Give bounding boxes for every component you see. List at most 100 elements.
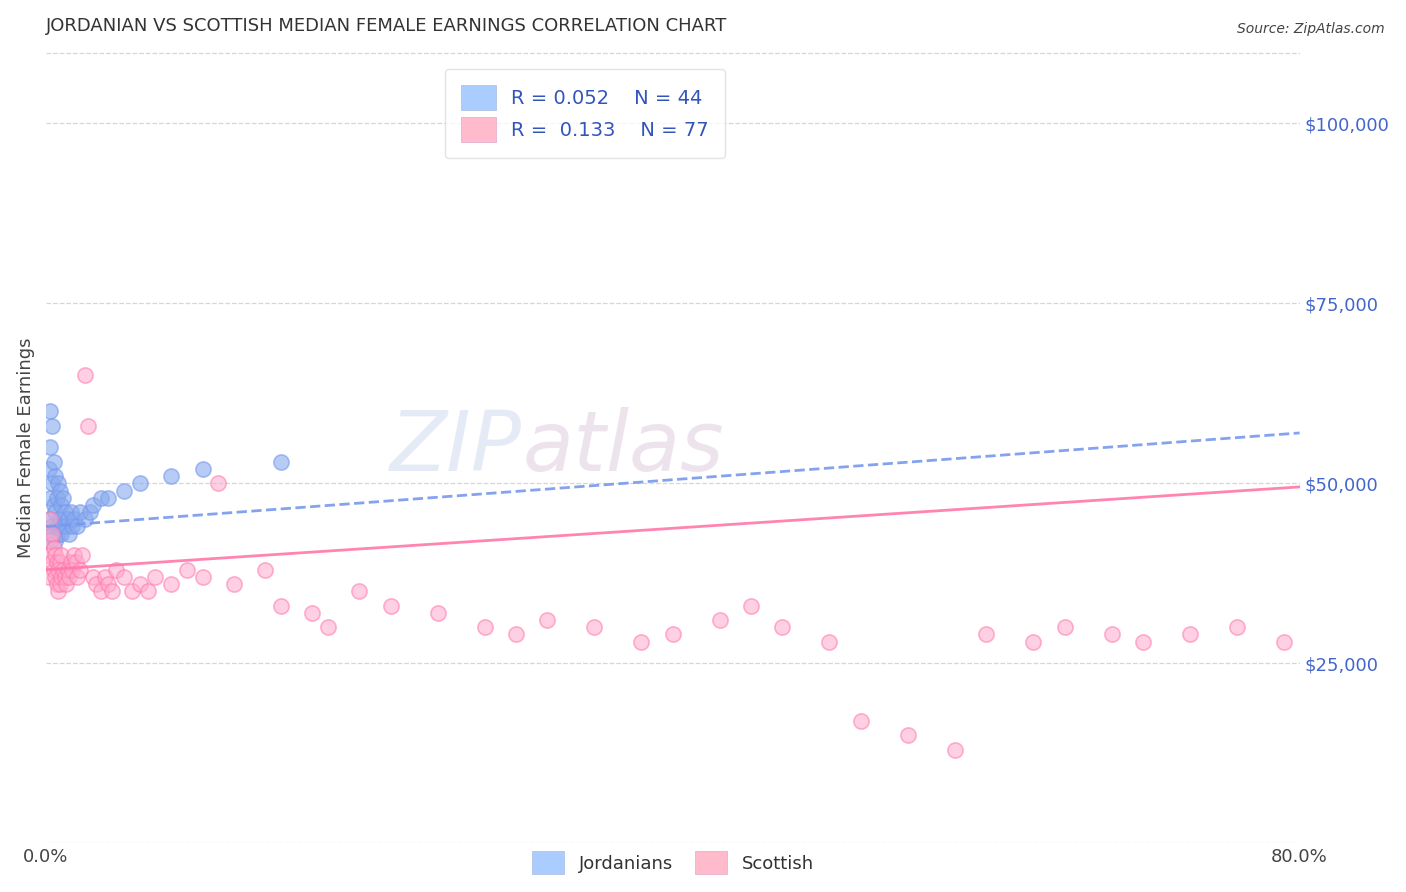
Point [82, 570, 104, 584]
Point [41, 519, 63, 533]
Point [770, 620, 793, 634]
Point [49, 483, 72, 498]
Point [63, 512, 86, 526]
Point [849, 714, 872, 728]
Point [55, 519, 77, 533]
Point [176, 563, 198, 577]
Point [136, 584, 159, 599]
Point [41, 556, 63, 570]
Point [53, 570, 76, 584]
Point [740, 599, 762, 613]
Point [1053, 620, 1076, 634]
Point [38, 512, 60, 526]
Point [44, 469, 66, 483]
Point [44, 533, 66, 548]
Point [301, 606, 323, 620]
Point [128, 577, 150, 591]
Point [46, 526, 69, 541]
Point [254, 563, 277, 577]
Point [53, 505, 76, 519]
Point [41, 418, 63, 433]
Point [90, 584, 112, 599]
Point [51, 570, 73, 584]
Y-axis label: Median Female Earnings: Median Female Earnings [17, 337, 35, 558]
Point [112, 483, 135, 498]
Point [112, 570, 135, 584]
Point [316, 620, 339, 634]
Point [82, 498, 104, 512]
Point [347, 584, 370, 599]
Point [42, 541, 65, 555]
Point [39, 440, 62, 454]
Point [66, 519, 89, 533]
Point [52, 519, 75, 533]
Text: JORDANIAN VS SCOTTISH MEDIAN FEMALE EARNINGS CORRELATION CHART: JORDANIAN VS SCOTTISH MEDIAN FEMALE EARN… [46, 17, 727, 35]
Point [160, 469, 183, 483]
Point [630, 634, 652, 648]
Point [191, 570, 214, 584]
Legend: Jordanians, Scottish: Jordanians, Scottish [524, 844, 821, 881]
Point [191, 462, 214, 476]
Point [62, 563, 84, 577]
Point [37, 533, 59, 548]
Point [56, 563, 79, 577]
Point [69, 505, 91, 519]
Point [62, 519, 84, 533]
Point [65, 556, 87, 570]
Point [70, 549, 93, 563]
Point [46, 563, 69, 577]
Point [45, 577, 67, 591]
Point [94, 570, 117, 584]
Point [44, 570, 66, 584]
Point [1178, 627, 1201, 641]
Point [128, 476, 150, 491]
Point [1132, 634, 1154, 648]
Point [84, 577, 107, 591]
Point [73, 368, 96, 383]
Point [1272, 634, 1295, 648]
Point [77, 418, 100, 433]
Point [38, 570, 60, 584]
Point [97, 491, 120, 505]
Point [1022, 634, 1045, 648]
Point [73, 512, 96, 526]
Point [58, 570, 80, 584]
Point [536, 613, 558, 627]
Point [270, 455, 292, 469]
Point [59, 556, 82, 570]
Point [58, 526, 80, 541]
Text: atlas: atlas [522, 407, 724, 488]
Point [51, 526, 73, 541]
Point [97, 577, 120, 591]
Point [49, 556, 72, 570]
Point [974, 627, 997, 641]
Point [121, 584, 143, 599]
Point [44, 505, 66, 519]
Point [474, 620, 496, 634]
Point [222, 577, 245, 591]
Point [42, 563, 65, 577]
Point [42, 526, 65, 541]
Point [426, 606, 449, 620]
Point [69, 563, 91, 577]
Point [38, 462, 60, 476]
Point [37, 549, 59, 563]
Point [380, 599, 402, 613]
Point [207, 476, 229, 491]
Point [44, 549, 66, 563]
Point [42, 455, 65, 469]
Point [45, 519, 67, 533]
Text: Source: ZipAtlas.com: Source: ZipAtlas.com [1237, 22, 1385, 37]
Point [52, 491, 75, 505]
Point [160, 577, 183, 591]
Point [709, 613, 731, 627]
Point [79, 505, 101, 519]
Point [46, 476, 69, 491]
Point [63, 549, 86, 563]
Point [51, 498, 73, 512]
Point [41, 526, 63, 541]
Point [39, 512, 62, 526]
Point [46, 584, 69, 599]
Point [90, 491, 112, 505]
Point [100, 584, 122, 599]
